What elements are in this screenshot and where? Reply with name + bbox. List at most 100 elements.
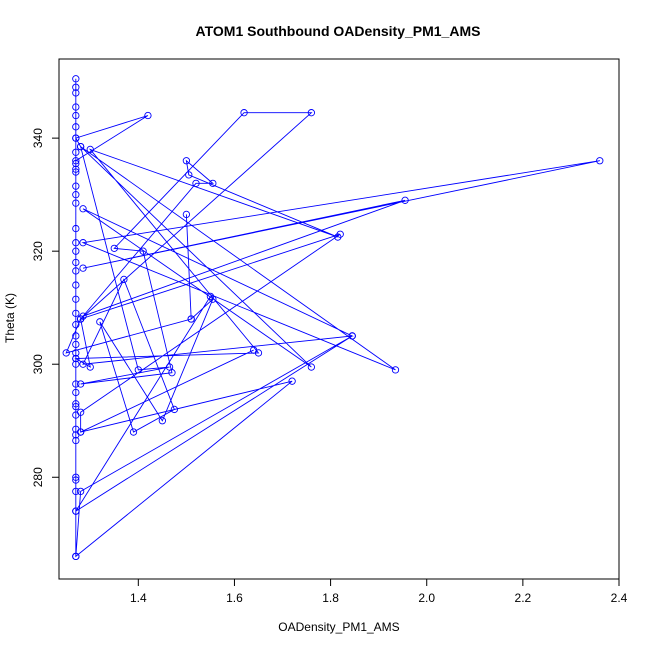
data-point xyxy=(72,487,80,496)
data-point xyxy=(72,309,80,317)
y-tick-label: 340 xyxy=(31,128,45,148)
data-point xyxy=(72,199,80,207)
x-tick-label: 2.2 xyxy=(515,591,532,605)
data-point xyxy=(76,428,85,436)
y-axis: 280 300 320 340 xyxy=(31,128,59,487)
data-point xyxy=(307,363,316,371)
data-point xyxy=(72,321,80,329)
data-point xyxy=(401,196,409,204)
data-point xyxy=(79,205,87,213)
data-point xyxy=(72,349,80,357)
data-point xyxy=(348,332,356,340)
data-point xyxy=(72,134,80,142)
data-point xyxy=(170,405,179,414)
data-point xyxy=(72,507,80,515)
data-point xyxy=(72,83,80,91)
data-point xyxy=(110,244,118,252)
data-point xyxy=(72,75,80,83)
data-point xyxy=(72,168,80,176)
data-point xyxy=(72,267,80,275)
data-point xyxy=(72,224,80,233)
x-tick-label: 1.8 xyxy=(322,591,339,605)
data-point xyxy=(72,103,80,111)
data-point xyxy=(187,315,195,323)
data-point xyxy=(72,281,80,289)
data-point xyxy=(72,157,80,165)
data-point xyxy=(72,402,80,411)
x-tick-label: 1.4 xyxy=(130,591,147,605)
data-point xyxy=(72,400,80,408)
x-tick-label: 2.4 xyxy=(611,591,628,605)
data-point xyxy=(72,89,80,97)
data-point xyxy=(72,436,80,445)
y-tick-label: 300 xyxy=(31,354,45,374)
x-axis: 1.4 1.6 1.8 2.0 2.2 2.4 xyxy=(130,579,628,605)
data-point xyxy=(168,369,176,377)
data-point xyxy=(76,142,85,151)
x-tick-label: 2.0 xyxy=(418,591,435,605)
data-point xyxy=(391,366,400,374)
data-point xyxy=(120,275,128,284)
data-point xyxy=(86,145,94,154)
data-point xyxy=(134,366,142,374)
data-point xyxy=(76,408,85,416)
data-point xyxy=(72,380,80,388)
data-point xyxy=(144,111,152,120)
data-point xyxy=(72,473,80,481)
data-point xyxy=(209,179,217,187)
data-point xyxy=(72,552,80,561)
data-point xyxy=(336,230,344,238)
data-point xyxy=(86,363,94,371)
y-tick-label: 280 xyxy=(31,467,45,487)
data-point xyxy=(72,191,80,199)
x-axis-label: OADensity_PM1_AMS xyxy=(278,620,399,634)
data-point xyxy=(96,318,104,326)
data-point xyxy=(185,171,193,179)
data-point xyxy=(250,346,258,354)
plot-frame xyxy=(58,58,620,580)
data-point xyxy=(72,476,80,484)
data-point xyxy=(72,360,80,368)
data-point xyxy=(76,380,85,388)
data-point xyxy=(72,159,80,168)
data-point xyxy=(72,295,80,303)
data-point xyxy=(72,148,80,156)
data-point xyxy=(182,210,191,219)
x-tick-label: 1.6 xyxy=(226,591,243,605)
data-point xyxy=(62,349,70,357)
data-point xyxy=(596,157,604,165)
data-point xyxy=(72,182,80,190)
data-point xyxy=(240,109,248,117)
data-point xyxy=(192,179,200,187)
series-line xyxy=(65,78,600,558)
data-point xyxy=(129,428,138,436)
data-point xyxy=(72,165,80,173)
data-point xyxy=(76,487,85,496)
data-point xyxy=(79,264,87,272)
chart-title: ATOM1 Southbound OADensity_PM1_AMS xyxy=(196,23,481,39)
data-point xyxy=(139,247,147,255)
data-point xyxy=(72,247,80,255)
data-point xyxy=(288,377,296,385)
data-point xyxy=(79,239,87,247)
data-point xyxy=(307,109,316,117)
y-axis-label: Theta (K) xyxy=(3,293,17,343)
data-point xyxy=(72,388,80,397)
data-point xyxy=(72,258,80,267)
y-tick-label: 320 xyxy=(31,241,45,261)
data-point xyxy=(206,292,215,301)
data-point xyxy=(182,157,191,165)
data-point xyxy=(79,360,87,368)
data-point xyxy=(72,111,80,120)
series-layer xyxy=(62,75,604,561)
data-point xyxy=(72,340,80,349)
data-point xyxy=(76,315,85,323)
data-point xyxy=(72,239,80,247)
data-point xyxy=(72,354,80,363)
data-point xyxy=(158,417,166,425)
data-point xyxy=(72,123,80,131)
data-point xyxy=(72,332,80,340)
